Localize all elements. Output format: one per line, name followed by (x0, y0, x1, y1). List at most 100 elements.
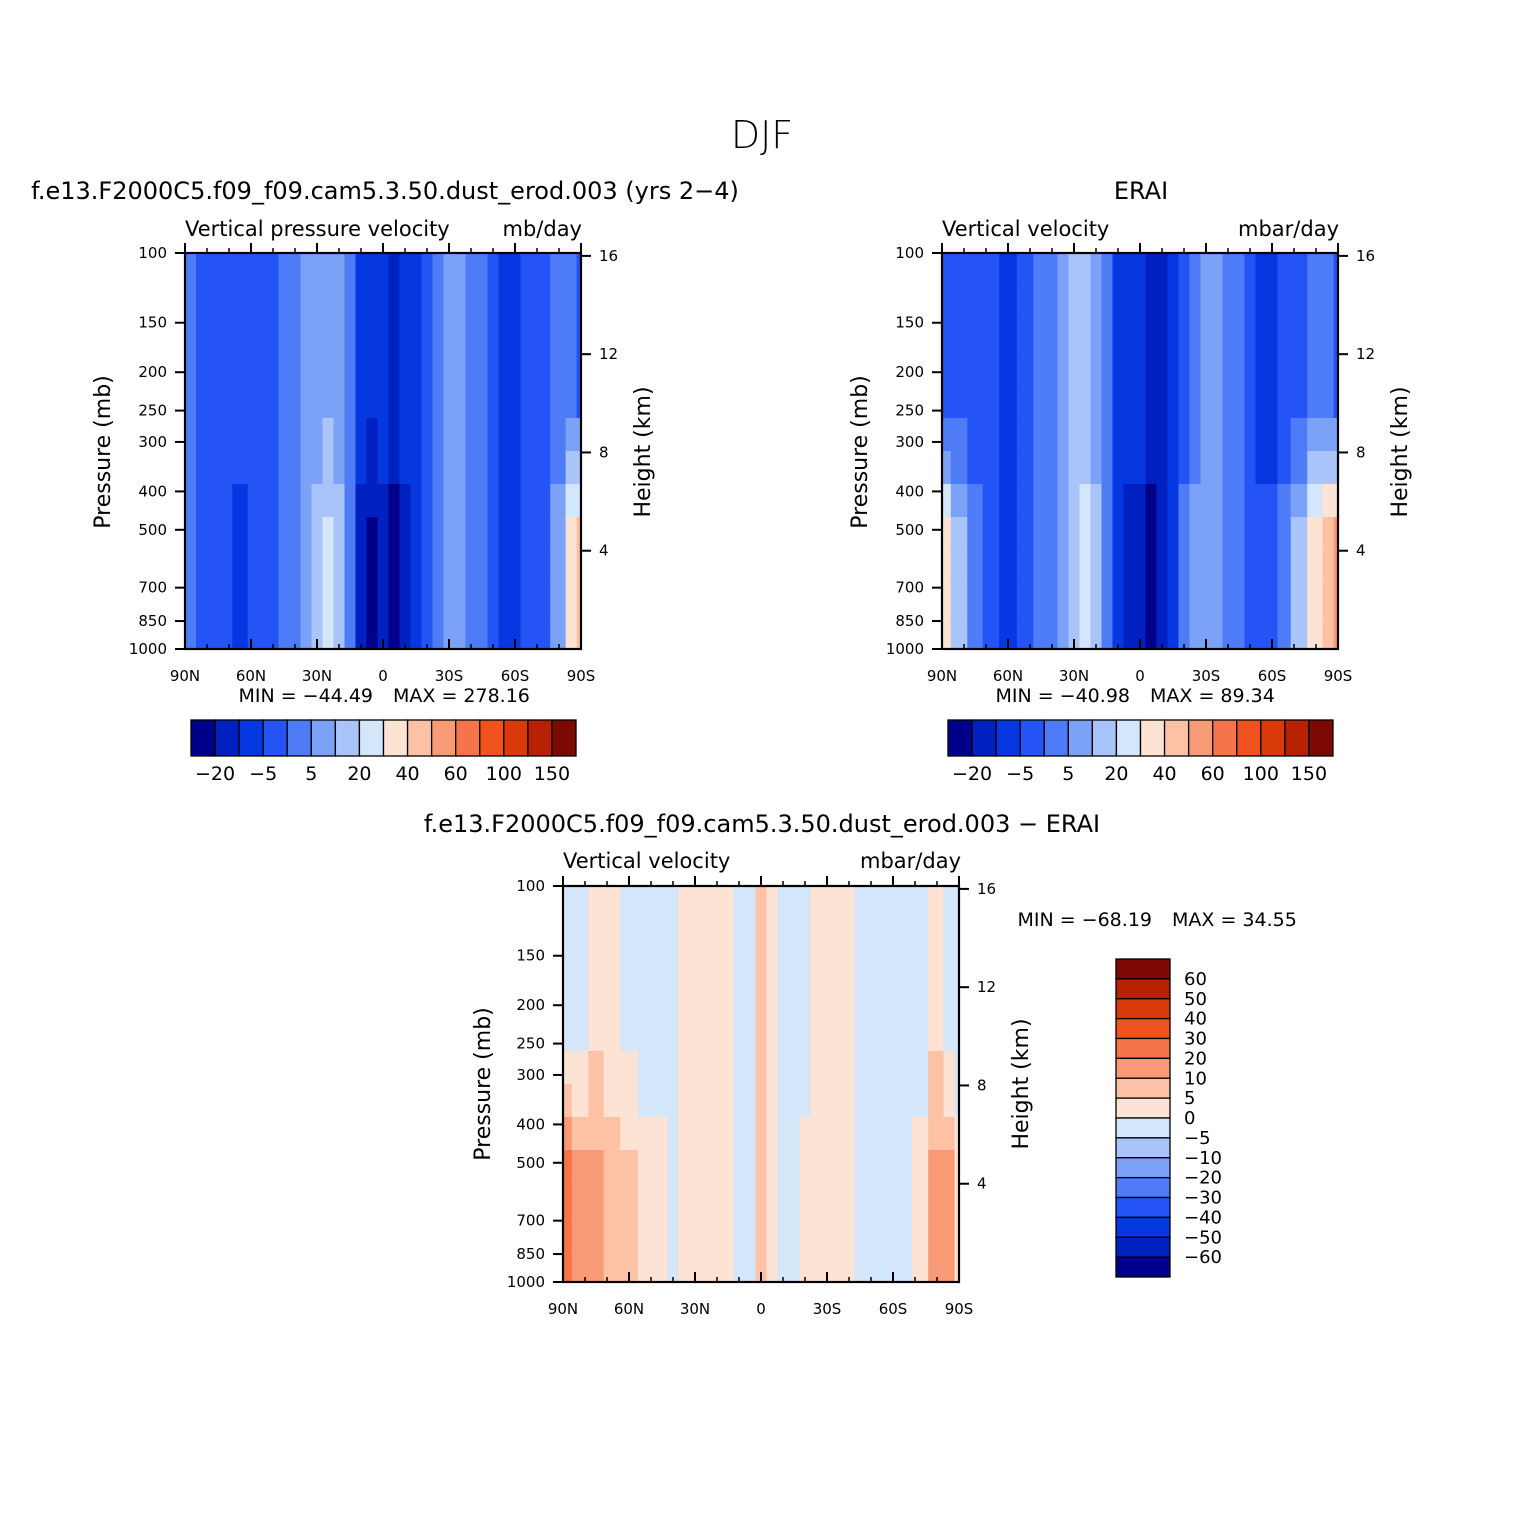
field-cell (954, 1249, 960, 1283)
field-cell (355, 352, 368, 386)
x-tick-label: 90S (567, 667, 596, 685)
field-cell (950, 484, 968, 518)
colorbar-label: −40 (1184, 1207, 1222, 1228)
field-cell (821, 1150, 834, 1184)
field-cell (1200, 517, 1213, 551)
field-cell (810, 919, 823, 953)
field-cell (854, 886, 867, 920)
field-cell (865, 1150, 878, 1184)
field-cell (399, 319, 412, 353)
field-cell (637, 919, 655, 953)
field-cell (465, 319, 478, 353)
field-cell (1266, 517, 1279, 551)
colorbar-box (527, 719, 553, 757)
field-cell (366, 385, 379, 419)
field-cell (865, 1183, 878, 1217)
field-cell (967, 451, 984, 485)
field-cell (1079, 583, 1092, 617)
field-cell (278, 616, 291, 650)
field-cell (950, 319, 968, 353)
field-cell (366, 319, 379, 353)
field-cell (1233, 550, 1246, 584)
field-cell (588, 886, 605, 920)
field-cell (667, 919, 680, 953)
field-cell (1079, 385, 1092, 419)
field-cell (333, 616, 346, 650)
field-cell (533, 352, 551, 386)
field-cell (1068, 418, 1081, 452)
y-tick-label: 100 (516, 877, 545, 895)
field-cell (766, 1249, 779, 1283)
field-cell (603, 1051, 621, 1085)
field-cell (911, 1150, 929, 1184)
colorbar-box (406, 719, 433, 757)
field-cell (620, 1249, 639, 1283)
field-cell (887, 886, 900, 920)
field-cell (1211, 616, 1224, 650)
field-cell (928, 1183, 945, 1217)
panel-model-ylabel: Pressure (mb) (91, 375, 116, 529)
field-cell (1057, 517, 1070, 551)
field-cell (755, 1249, 768, 1283)
field-cell (454, 517, 467, 551)
field-cell (967, 583, 984, 617)
field-cell (1079, 352, 1092, 386)
field-cell (1244, 517, 1257, 551)
field-cell (733, 1051, 746, 1085)
field-cell (928, 1117, 945, 1151)
field-cell (1255, 286, 1268, 320)
field-cell (722, 1249, 735, 1283)
field-cell (689, 1051, 702, 1085)
field-cell (454, 418, 467, 452)
field-cell (1145, 253, 1158, 287)
field-cell (1101, 352, 1114, 386)
field-cell (576, 253, 582, 287)
colorbar-box (479, 719, 505, 757)
field-cell (982, 385, 1000, 419)
field-cell (1266, 583, 1279, 617)
field-cell (1189, 616, 1202, 650)
field-cell (1211, 352, 1224, 386)
field-cell (1178, 418, 1191, 452)
field-cell (755, 985, 768, 1019)
field-cell (744, 952, 757, 986)
field-cell (278, 253, 291, 287)
field-cell (563, 1084, 573, 1118)
field-cell (810, 1150, 823, 1184)
colorbar-box (1115, 1196, 1171, 1219)
field-cell (1057, 484, 1070, 518)
field-cell (421, 319, 434, 353)
x-tick-label: 90S (945, 1300, 974, 1318)
field-cell (982, 550, 1000, 584)
field-cell (533, 418, 551, 452)
field-cell (289, 319, 302, 353)
field-cell (711, 952, 724, 986)
field-cell (928, 985, 945, 1019)
field-cell (247, 253, 265, 287)
field-cell (654, 1051, 669, 1085)
field-cell (443, 385, 456, 419)
field-cell (399, 352, 412, 386)
field-cell (1134, 616, 1147, 650)
colorbar-box (214, 719, 240, 757)
field-cell (755, 1183, 768, 1217)
field-cell (432, 451, 445, 485)
field-cell (967, 517, 984, 551)
colorbar-box (1115, 1256, 1171, 1278)
field-cell (854, 919, 867, 953)
field-cell (487, 484, 500, 518)
field-cell (300, 517, 313, 551)
field-cell (487, 550, 500, 584)
field-cell (421, 451, 434, 485)
field-cell (1178, 616, 1191, 650)
field-cell (465, 451, 478, 485)
field-cell (1244, 352, 1257, 386)
field-cell (1233, 352, 1246, 386)
field-cell (1145, 550, 1158, 584)
colorbar-label: 20 (347, 763, 371, 785)
field-cell (571, 1150, 589, 1184)
field-cell (603, 1018, 621, 1052)
x-tick-label: 60N (614, 1300, 644, 1318)
field-cell (865, 985, 878, 1019)
field-cell (711, 1249, 724, 1283)
